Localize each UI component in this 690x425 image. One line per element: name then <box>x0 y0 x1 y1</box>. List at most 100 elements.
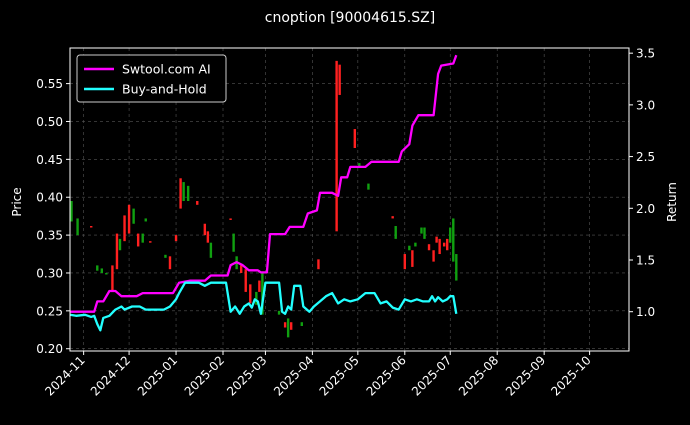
candle <box>408 245 411 251</box>
y-tick-label-right: 2.5 <box>636 150 655 164</box>
candle <box>353 129 357 148</box>
candle <box>438 238 441 255</box>
candle <box>232 233 235 252</box>
candle <box>168 256 172 270</box>
x-tick-label: 2025-10 <box>548 353 593 398</box>
candlesticks <box>70 60 458 338</box>
x-tick-label: 2025-03 <box>224 353 269 398</box>
candle <box>442 242 446 247</box>
candle <box>367 183 370 190</box>
candle <box>70 201 73 222</box>
series-line-buy-and-hold <box>69 281 458 332</box>
candle <box>206 231 210 243</box>
y-tick-label-left: 0.50 <box>36 115 63 129</box>
candle <box>174 235 178 242</box>
candle <box>105 272 108 275</box>
candle <box>136 233 140 247</box>
x-tick-label: 2025-05 <box>317 353 362 398</box>
candle <box>196 201 199 205</box>
candle <box>111 265 114 292</box>
x-tick-label: 2025-07 <box>409 353 454 398</box>
candle <box>96 265 99 271</box>
candle <box>255 291 258 305</box>
candle <box>452 218 455 262</box>
candle <box>411 250 414 267</box>
x-tick-label: 2025-01 <box>135 353 180 398</box>
candle <box>209 242 213 258</box>
y-tick-label-left: 0.20 <box>36 342 63 356</box>
x-tick-label: 2025-02 <box>182 353 227 398</box>
y-axis-label-right: Return <box>665 182 679 222</box>
candle <box>258 280 261 292</box>
candle <box>289 322 293 330</box>
y-tick-label-right: 1.5 <box>636 253 655 267</box>
series-line-ai <box>70 54 458 313</box>
candle <box>420 227 423 234</box>
y-tick-label-left: 0.25 <box>36 304 63 318</box>
candle <box>144 218 147 222</box>
candle <box>239 265 243 273</box>
candle <box>300 322 303 327</box>
candle <box>186 185 190 202</box>
candle <box>179 178 182 209</box>
candle <box>427 244 431 251</box>
plot-frame <box>69 47 630 352</box>
candle <box>115 233 119 270</box>
legend-label-bh: Buy-and-Hold <box>122 82 207 97</box>
series-lines <box>69 54 458 332</box>
x-tick-label: 2025-06 <box>364 353 409 398</box>
candle <box>435 236 438 243</box>
x-tick-label: 2025-08 <box>456 353 501 398</box>
candle <box>423 227 426 239</box>
candle <box>335 60 338 232</box>
y-tick-label-left: 0.55 <box>36 77 63 91</box>
candle <box>446 238 449 251</box>
candle <box>141 233 144 243</box>
candle <box>403 254 406 270</box>
candle <box>90 226 93 228</box>
candle <box>283 322 287 328</box>
candle <box>261 272 264 315</box>
candle <box>100 268 104 273</box>
legend: Swtool.com AI Buy-and-Hold <box>76 54 227 103</box>
candle <box>338 64 341 95</box>
candle <box>203 223 207 236</box>
legend-box <box>76 54 227 103</box>
x-tick-label: 2025-09 <box>503 353 548 398</box>
candle <box>229 218 232 220</box>
y-axis-right: 1.0 1.5 2.0 2.5 3.0 3.5 <box>629 47 655 319</box>
candle <box>394 226 397 239</box>
chart-title: cnoption [90004615.SZ] <box>265 10 435 26</box>
candle <box>182 182 185 202</box>
y-axis-left: 0.20 0.25 0.30 0.35 0.40 0.45 0.50 0.55 <box>36 77 70 356</box>
y-axis-label-left: Price <box>10 187 24 216</box>
candle <box>164 254 167 258</box>
y-tick-label-left: 0.40 <box>36 191 63 205</box>
candle <box>414 242 417 247</box>
x-tick-label: 2024-12 <box>88 353 133 398</box>
y-tick-label-left: 0.30 <box>36 266 63 280</box>
candle <box>286 318 290 338</box>
y-tick-label-right: 3.5 <box>636 47 655 61</box>
y-tick-label-right: 2.0 <box>636 202 655 216</box>
candle <box>76 218 79 236</box>
candle <box>127 204 131 234</box>
candle <box>455 254 458 281</box>
candle <box>249 284 252 304</box>
x-tick-label: 2024-11 <box>42 353 87 398</box>
candle <box>391 216 394 219</box>
candle <box>123 215 126 242</box>
legend-label-ai: Swtool.com AI <box>122 62 211 77</box>
y-tick-label-right: 3.0 <box>636 98 655 112</box>
candle <box>277 310 281 315</box>
candle <box>149 241 152 243</box>
y-tick-label-left: 0.35 <box>36 229 63 243</box>
y-tick-label-left: 0.45 <box>36 153 63 167</box>
candle <box>432 250 435 262</box>
x-tick-label: 2025-04 <box>271 353 316 398</box>
candle <box>132 208 135 224</box>
candle <box>317 259 320 270</box>
